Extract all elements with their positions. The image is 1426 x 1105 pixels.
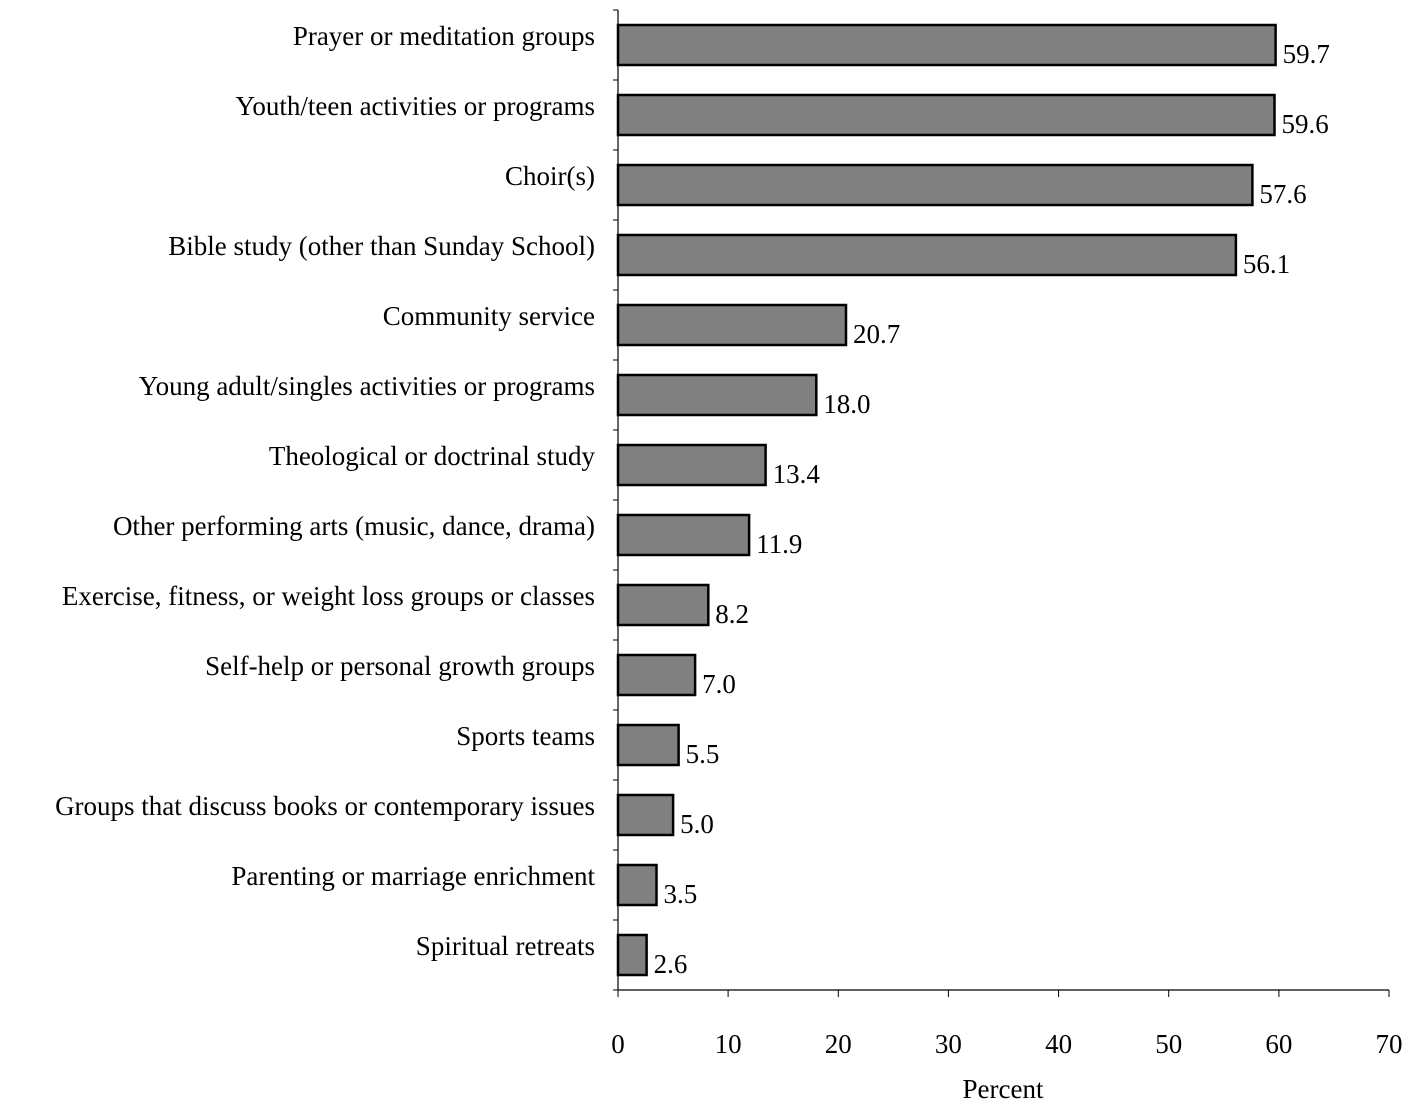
- x-tick-label-7: 70: [1376, 1029, 1403, 1059]
- value-label-4: 20.7: [853, 319, 900, 349]
- category-label-5: Young adult/singles activities or progra…: [139, 371, 595, 401]
- category-label-1: Youth/teen activities or programs: [236, 91, 595, 121]
- bar-2: [616, 163, 1254, 207]
- value-label-12: 3.5: [664, 879, 698, 909]
- value-label-2: 57.6: [1259, 179, 1306, 209]
- category-label-0: Prayer or meditation groups: [293, 21, 595, 51]
- category-label-12: Parenting or marriage enrichment: [231, 861, 595, 891]
- x-tick-label-6: 60: [1265, 1029, 1292, 1059]
- x-tick-label-4: 40: [1045, 1029, 1072, 1059]
- bar-13: [616, 933, 648, 977]
- value-label-10: 5.5: [686, 739, 720, 769]
- category-label-13: Spiritual retreats: [416, 931, 595, 961]
- category-label-7: Other performing arts (music, dance, dra…: [113, 511, 595, 541]
- category-label-10: Sports teams: [456, 721, 595, 751]
- value-label-3: 56.1: [1243, 249, 1290, 279]
- bar-7: [616, 513, 751, 557]
- bar-1: [616, 93, 1276, 137]
- category-label-9: Self-help or personal growth groups: [205, 651, 595, 681]
- category-label-8: Exercise, fitness, or weight loss groups…: [62, 581, 595, 611]
- bar-8: [616, 583, 710, 627]
- bar-0: [616, 23, 1277, 67]
- bar-12: [616, 863, 658, 907]
- category-label-2: Choir(s): [505, 161, 595, 191]
- bar-5: [616, 373, 818, 417]
- bar-6: [616, 443, 767, 487]
- bar-11: [616, 793, 675, 837]
- bar-3: [616, 233, 1238, 277]
- x-tick-label-2: 20: [825, 1029, 852, 1059]
- value-label-6: 13.4: [773, 459, 821, 489]
- category-label-3: Bible study (other than Sunday School): [168, 231, 595, 261]
- bar-10: [616, 723, 680, 767]
- x-tick-label-0: 0: [611, 1029, 625, 1059]
- x-tick-label-3: 30: [935, 1029, 962, 1059]
- axis-layer: 0 10 20 30 40 50 60 70: [611, 9, 1403, 1059]
- x-tick-label-5: 50: [1155, 1029, 1182, 1059]
- category-label-11: Groups that discuss books or contemporar…: [55, 791, 595, 821]
- bars-layer: Prayer or meditation groups 59.7 Youth/tee…: [55, 21, 1330, 979]
- value-label-5: 18.0: [823, 389, 870, 419]
- value-label-1: 59.6: [1282, 109, 1329, 139]
- x-tick-label-1: 10: [715, 1029, 742, 1059]
- value-label-7: 11.9: [756, 529, 802, 559]
- value-label-13: 2.6: [654, 949, 688, 979]
- category-label-6: Theological or doctrinal study: [269, 441, 596, 471]
- value-label-11: 5.0: [680, 809, 714, 839]
- bar-4: [616, 303, 848, 347]
- value-label-8: 8.2: [715, 599, 749, 629]
- value-label-9: 7.0: [702, 669, 736, 699]
- category-label-4: Community service: [383, 301, 595, 331]
- bar-9: [616, 653, 697, 697]
- value-label-0: 59.7: [1283, 39, 1330, 69]
- x-axis-title: Percent: [963, 1074, 1044, 1104]
